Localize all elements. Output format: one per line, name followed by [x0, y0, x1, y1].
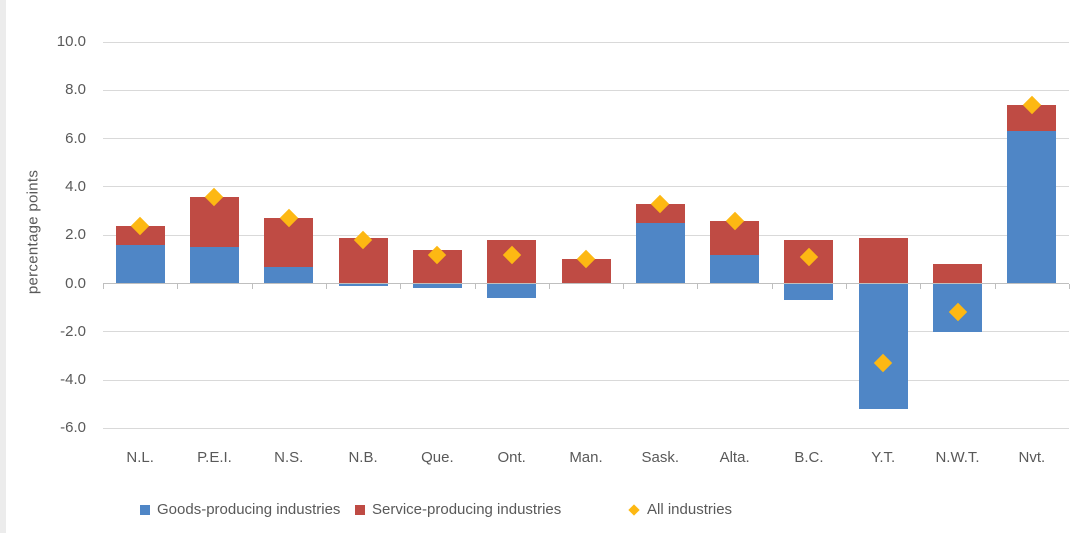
bar-segment-goods [189, 247, 239, 284]
bar-segment-goods [858, 283, 908, 410]
x-axis-tick [846, 283, 848, 289]
x-axis-line [103, 283, 1069, 284]
x-category-label: Alta. [719, 449, 750, 466]
x-category-label: Man. [569, 449, 603, 466]
legend-item-services: Service-producing industries [355, 501, 561, 518]
legend-item-goods: Goods-producing industries [140, 501, 340, 518]
bar-segment-goods [412, 283, 462, 289]
all-industries-diamond-icon [628, 503, 640, 516]
x-category-label: N.W.T. [935, 449, 980, 466]
x-category-label: Sask. [641, 449, 680, 466]
x-axis-tick [1069, 283, 1070, 289]
x-axis-tick [994, 283, 996, 289]
x-axis-tick [697, 283, 699, 289]
gridline [103, 331, 1069, 333]
gridline [103, 186, 1069, 188]
y-tick-label: 4.0 [65, 177, 86, 195]
window-edge [0, 0, 6, 533]
gridline [103, 427, 1069, 429]
bar-segment-goods [338, 283, 388, 286]
x-category-label: Que. [421, 449, 454, 466]
x-axis-tick [400, 283, 402, 289]
y-tick-label: 0.0 [65, 274, 86, 292]
x-axis-tick [771, 283, 773, 289]
x-category-label: B.C. [794, 449, 824, 466]
y-tick-label: 6.0 [65, 129, 86, 147]
x-axis-tick [474, 283, 476, 289]
gridline [103, 234, 1069, 236]
bar-segment-goods [784, 283, 834, 301]
services-swatch-icon [355, 504, 365, 515]
y-tick-label: 10.0 [56, 33, 86, 50]
x-category-label: N.L. [126, 449, 154, 466]
bar-segment-goods [635, 223, 685, 284]
bar-segment-services [115, 225, 165, 245]
x-axis-tick [177, 283, 179, 289]
y-tick-label: -2.0 [60, 322, 86, 340]
x-category-label: Nvt. [1018, 449, 1046, 466]
x-axis-tick [325, 283, 327, 289]
bar-segment-services [635, 203, 685, 224]
x-category-label: P.E.I. [197, 449, 232, 466]
bar-segment-services [858, 237, 908, 284]
gridline [103, 41, 1069, 43]
y-tick-label: 8.0 [65, 81, 86, 99]
bar-segment-goods [487, 283, 537, 298]
bar-segment-goods [710, 254, 760, 284]
x-axis-tick [920, 283, 922, 289]
x-axis-tick [103, 283, 104, 289]
bar-segment-goods [264, 266, 314, 284]
legend-item-all: All industries [628, 501, 732, 518]
x-category-label: N.S. [274, 449, 304, 466]
y-tick-label: -6.0 [60, 419, 86, 437]
bar-segment-services [933, 264, 983, 284]
legend-label-all: All industries [647, 501, 733, 518]
gridline [103, 89, 1069, 91]
gridline [103, 379, 1069, 381]
bar-segment-goods [115, 244, 165, 284]
x-category-label: Ont. [497, 449, 526, 466]
legend-label-goods: Goods-producing industries [157, 501, 341, 518]
bar-segment-goods [1007, 131, 1057, 284]
x-category-label: Y.T. [871, 449, 896, 466]
gridline [103, 138, 1069, 140]
y-tick-label: 2.0 [65, 226, 86, 244]
goods-swatch-icon [140, 504, 150, 515]
x-category-label: N.B. [348, 449, 378, 466]
x-axis-tick [548, 283, 550, 289]
y-tick-label: -4.0 [60, 371, 86, 389]
legend-label-services: Service-producing industries [372, 501, 562, 518]
x-axis-tick [251, 283, 253, 289]
x-axis-tick [623, 283, 625, 289]
